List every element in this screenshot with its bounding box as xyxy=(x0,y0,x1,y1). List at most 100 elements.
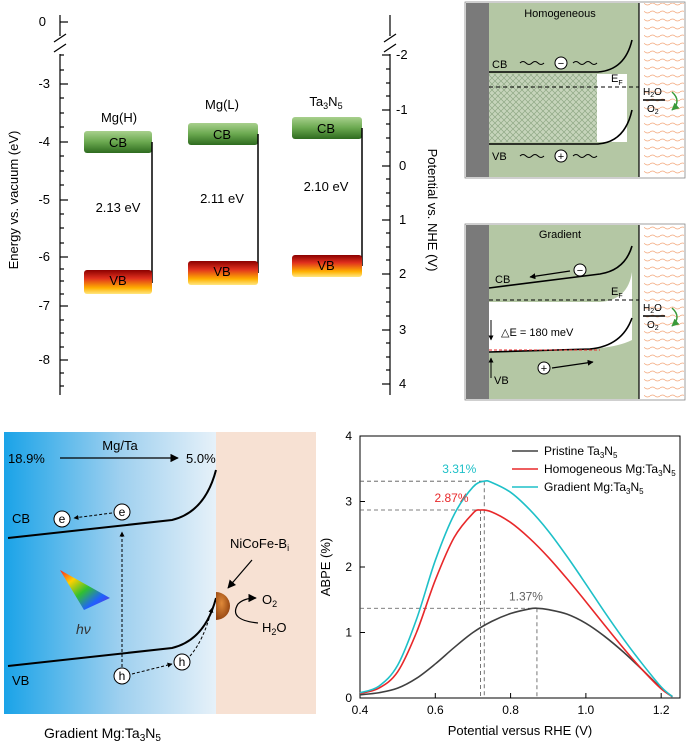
annotation-label: 2.87% xyxy=(434,491,468,505)
grad-cb-label: CB xyxy=(495,274,510,286)
catalyst-label: NiCoFe-Bi xyxy=(230,536,289,553)
series-homogeneous xyxy=(359,509,673,698)
cb-label-ta3n5: CB xyxy=(317,121,335,136)
homogeneous-title: Homogeneous xyxy=(524,8,596,20)
series-gradient xyxy=(359,479,673,698)
chart-ticks: 0.4 0.6 0.8 1.0 1.2 0 1 2 3 4 xyxy=(345,429,670,717)
right-tick: -1 xyxy=(396,102,408,117)
gradient-panel: Gradient CB VB EF △E = 180 meV − + H2O O… xyxy=(464,223,686,401)
svg-text:e: e xyxy=(119,505,126,519)
sample-label-ta3n5: Ta3N5 xyxy=(309,94,342,111)
left-tick: 0 xyxy=(39,14,46,29)
scheme-top-left: 18.9% xyxy=(8,451,45,466)
homo-vb-label: VB xyxy=(492,151,507,163)
scheme-caption: Gradient Mg:Ta3N5 xyxy=(44,725,161,744)
svg-text:h: h xyxy=(179,655,186,669)
cb-bar-mgh xyxy=(84,131,152,153)
vb-label-mgh: VB xyxy=(109,273,126,288)
gap-mgl: 2.11 eV xyxy=(200,191,244,206)
gradient-scheme: 18.9% Mg/Ta 5.0% CB VB e e h h hν NiCoFe… xyxy=(4,432,316,744)
x-tick-label: 0.4 xyxy=(352,703,369,717)
svg-text:+: + xyxy=(558,151,564,163)
catalyst-icon xyxy=(216,592,230,620)
y-tick-label: 1 xyxy=(345,626,352,640)
gradient-title: Gradient xyxy=(539,229,581,241)
cb-bar-mgl xyxy=(188,123,258,145)
scheme-vb-label: VB xyxy=(12,673,29,688)
x-tick-label: 0.8 xyxy=(502,703,519,717)
right-tick: 0 xyxy=(399,158,406,173)
left-tick: -8 xyxy=(38,352,50,367)
hole-icon xyxy=(554,149,568,163)
chart-annotations: 3.31% 2.87% 1.37% xyxy=(434,462,543,603)
right-tick: 4 xyxy=(399,376,406,391)
left-tick: -6 xyxy=(38,249,50,264)
band-diagram: 0 -3 -4 -5 -6 -7 -8 Energy vs. vacuum (e… xyxy=(6,14,440,395)
vb-bar-ta3n5 xyxy=(292,255,362,277)
vb-label-ta3n5: VB xyxy=(317,258,334,273)
right-axis-ticks: -2 -1 0 1 2 3 4 xyxy=(396,47,408,391)
left-tick: -3 xyxy=(38,76,50,91)
right-tick: 3 xyxy=(399,322,406,337)
scheme-electron-1-icon xyxy=(53,510,71,528)
vb-bar-mgh xyxy=(84,270,152,294)
scheme-top-mid: Mg/Ta xyxy=(102,438,138,453)
right-axis xyxy=(382,15,397,395)
svg-text:+: + xyxy=(541,363,547,375)
abpe-chart: 0.4 0.6 0.8 1.0 1.2 0 1 2 3 4 3.31% 2.87% 1.37% Pot… xyxy=(318,429,681,738)
hv-label: hν xyxy=(76,621,91,637)
grad-hole-icon xyxy=(537,361,551,375)
left-tick: -4 xyxy=(38,134,50,149)
vb-bar-mgl xyxy=(188,261,258,285)
cb-bar-ta3n5 xyxy=(292,117,362,139)
scheme-cb-label: CB xyxy=(12,511,30,526)
scheme-hole-2-icon xyxy=(173,653,191,671)
gap-ta3n5: 2.10 eV xyxy=(304,179,349,194)
right-tick: -2 xyxy=(396,47,408,62)
legend-gradient: Gradient Mg:Ta3N5 xyxy=(544,480,644,496)
homogeneous-panel: Homogeneous CB VB EF − + H2O O2 xyxy=(464,1,686,179)
right-tick: 2 xyxy=(399,266,406,281)
y-tick-label: 2 xyxy=(345,560,352,574)
scheme-h2o-label: H2O xyxy=(262,620,287,637)
electron-icon xyxy=(554,56,568,70)
grad-electron-icon xyxy=(573,263,587,277)
y-tick-label: 3 xyxy=(345,495,352,509)
left-tick: -7 xyxy=(38,298,50,313)
gap-mgh: 2.13 eV xyxy=(96,200,141,215)
legend-homogeneous: Homogeneous Mg:Ta3N5 xyxy=(544,462,676,478)
grad-ef-label: EF xyxy=(611,286,623,300)
series-pristine xyxy=(359,607,673,698)
cb-label-mgl: CB xyxy=(213,127,231,142)
scheme-top-right: 5.0% xyxy=(186,451,216,466)
chart-guides xyxy=(360,480,538,698)
scheme-hole-1-icon xyxy=(113,667,131,685)
sample-label-mgh: Mg(H) xyxy=(101,110,137,125)
cb-label-mgh: CB xyxy=(109,135,127,150)
homo-ef-label: EF xyxy=(611,73,623,87)
legend-pristine: Pristine Ta3N5 xyxy=(544,444,618,460)
annotation-label: 3.31% xyxy=(442,462,476,476)
svg-text:−: − xyxy=(577,265,583,277)
left-tick: -5 xyxy=(38,192,50,207)
svg-text:−: − xyxy=(558,58,564,70)
chart-ylabel: ABPE (%) xyxy=(318,538,333,597)
left-axis-label: Energy vs. vacuum (eV) xyxy=(6,131,21,270)
x-tick-label: 1.2 xyxy=(653,703,670,717)
homo-reaction-arrow-icon xyxy=(671,91,680,111)
grad-o2-label: O2 xyxy=(647,320,659,332)
left-axis-ticks: 0 -3 -4 -5 -6 -7 -8 xyxy=(38,14,50,367)
vb-label-mgl: VB xyxy=(213,264,230,279)
chart-legend: Pristine Ta3N5 Homogeneous Mg:Ta3N5 Grad… xyxy=(512,444,676,496)
right-axis-label: Potential vs. NHE (V) xyxy=(425,149,440,272)
delta-e-label: △E = 180 meV xyxy=(501,327,574,339)
light-icon xyxy=(60,570,110,610)
left-axis xyxy=(53,15,68,395)
x-tick-label: 1.0 xyxy=(578,703,595,717)
x-tick-label: 0.6 xyxy=(427,703,444,717)
chart-xlabel: Potential versus RHE (V) xyxy=(448,723,593,738)
chart-lines xyxy=(359,479,673,698)
homo-cb-label: CB xyxy=(492,59,507,71)
y-tick-label: 0 xyxy=(345,691,352,705)
svg-text:h: h xyxy=(119,669,126,683)
